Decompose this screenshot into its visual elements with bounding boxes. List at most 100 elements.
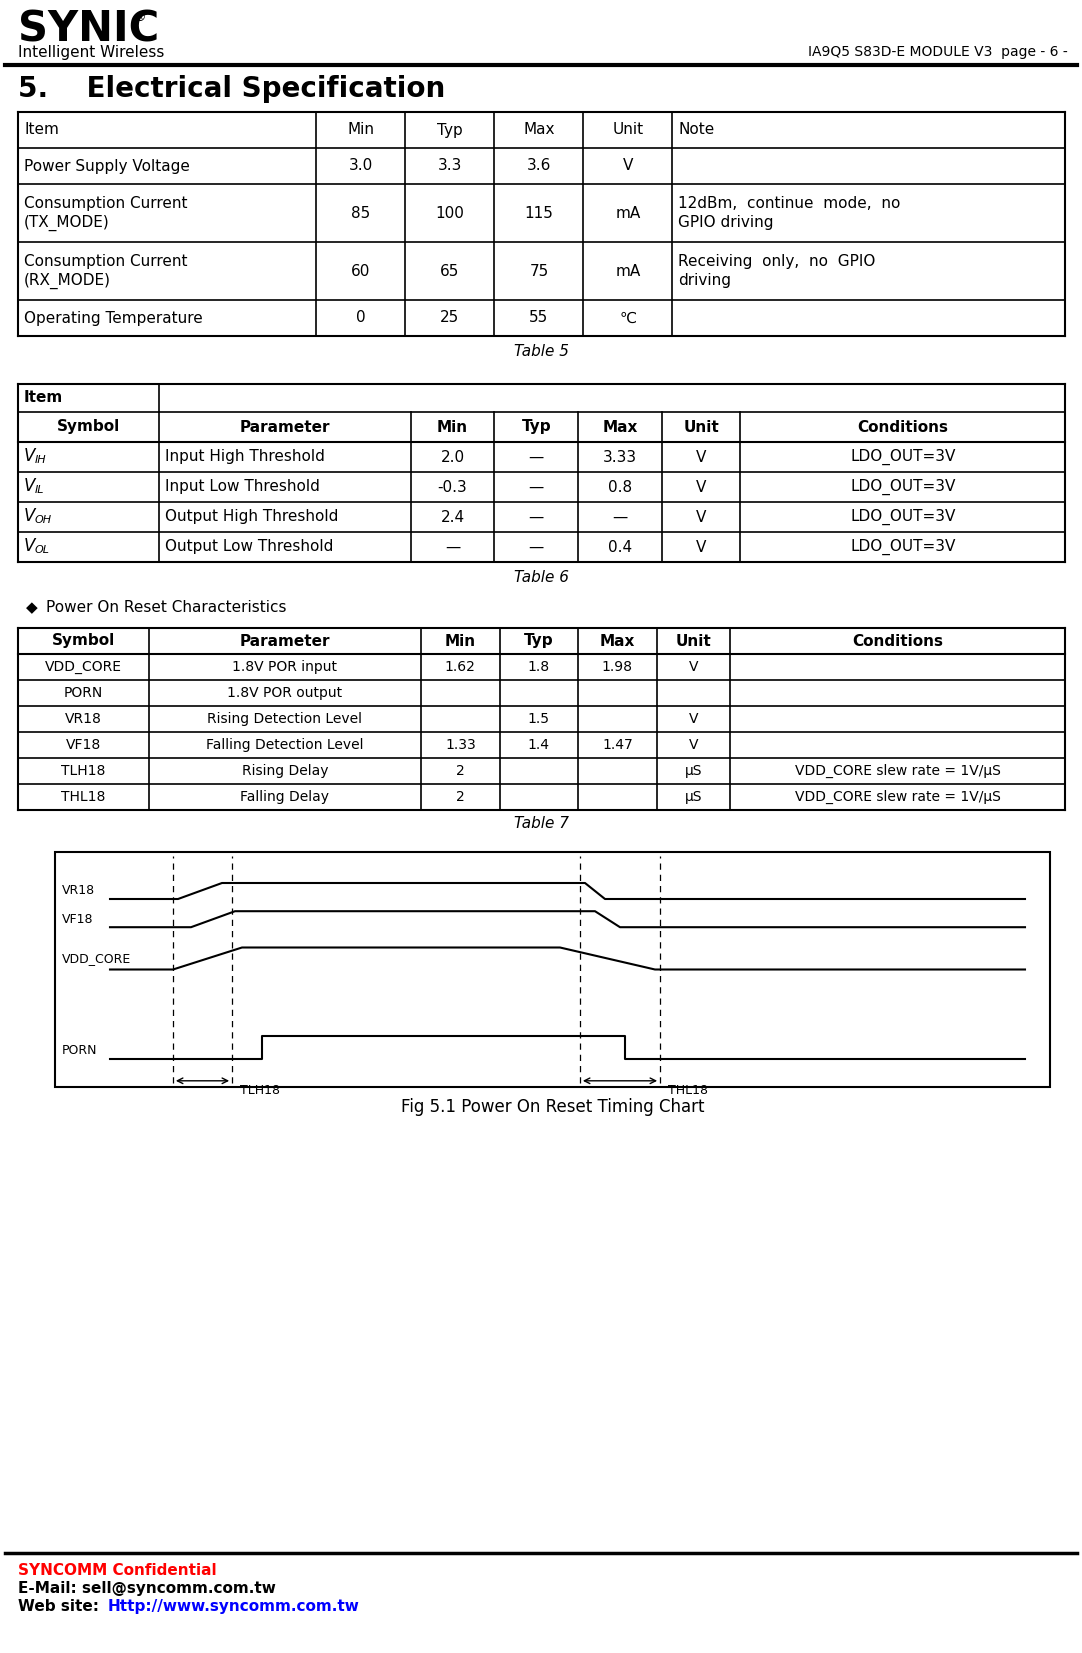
Text: Max: Max <box>523 122 555 137</box>
Text: Intelligent Wireless: Intelligent Wireless <box>18 45 164 60</box>
Text: V: V <box>24 537 36 555</box>
Text: VDD_CORE: VDD_CORE <box>45 660 122 674</box>
Text: V: V <box>696 479 707 494</box>
Text: Consumption Current: Consumption Current <box>24 195 187 210</box>
Text: 2.0: 2.0 <box>440 450 464 464</box>
Text: Input Low Threshold: Input Low Threshold <box>166 479 320 494</box>
Text: TLH18: TLH18 <box>240 1084 280 1098</box>
Text: V: V <box>688 660 698 674</box>
Text: driving: driving <box>678 273 731 288</box>
Text: Max: Max <box>599 633 635 648</box>
Text: Symbol: Symbol <box>52 633 115 648</box>
Text: Receiving  only,  no  GPIO: Receiving only, no GPIO <box>678 253 875 269</box>
Text: E-Mail: sell@syncomm.com.tw: E-Mail: sell@syncomm.com.tw <box>18 1580 276 1597</box>
Text: 1.98: 1.98 <box>602 660 633 674</box>
Text: Output Low Threshold: Output Low Threshold <box>166 539 333 554</box>
Text: Operating Temperature: Operating Temperature <box>24 311 202 326</box>
Text: SYNCOMM Confidential: SYNCOMM Confidential <box>18 1564 216 1579</box>
Text: GPIO driving: GPIO driving <box>678 215 774 230</box>
Text: Typ: Typ <box>522 420 551 435</box>
Text: 12dBm,  continue  mode,  no: 12dBm, continue mode, no <box>678 195 900 210</box>
Text: Rising Detection Level: Rising Detection Level <box>208 712 362 726</box>
Text: Typ: Typ <box>437 122 463 137</box>
Text: 0.4: 0.4 <box>608 539 632 554</box>
Text: OH: OH <box>35 516 52 526</box>
Text: 3.6: 3.6 <box>527 159 551 174</box>
Text: SYNIC: SYNIC <box>18 8 159 50</box>
Text: Output High Threshold: Output High Threshold <box>166 509 339 524</box>
Text: VF18: VF18 <box>62 912 93 926</box>
Text: VDD_CORE slew rate = 1V/µS: VDD_CORE slew rate = 1V/µS <box>794 764 1001 779</box>
Text: 1.33: 1.33 <box>445 737 476 752</box>
Text: 1.8V POR input: 1.8V POR input <box>233 660 338 674</box>
Text: ®: ® <box>133 12 145 25</box>
Text: —: — <box>445 539 460 554</box>
Text: —: — <box>612 509 628 524</box>
Text: 75: 75 <box>529 263 549 278</box>
Text: 25: 25 <box>440 311 460 326</box>
Text: Min: Min <box>445 633 476 648</box>
Text: Max: Max <box>603 420 637 435</box>
Text: 1.62: 1.62 <box>445 660 476 674</box>
Text: VF18: VF18 <box>66 737 101 752</box>
Text: Parameter: Parameter <box>240 633 330 648</box>
Text: Conditions: Conditions <box>857 420 948 435</box>
Text: 1.47: 1.47 <box>602 737 633 752</box>
Text: LDO_OUT=3V: LDO_OUT=3V <box>850 479 955 496</box>
Text: V: V <box>24 478 36 494</box>
Text: 115: 115 <box>525 205 553 220</box>
Text: LDO_OUT=3V: LDO_OUT=3V <box>850 450 955 464</box>
Text: THL18: THL18 <box>62 790 106 803</box>
Text: 1.8: 1.8 <box>528 660 550 674</box>
Text: Unit: Unit <box>675 633 711 648</box>
Text: V: V <box>696 450 707 464</box>
Text: Conditions: Conditions <box>852 633 944 648</box>
Text: Fig 5.1 Power On Reset Timing Chart: Fig 5.1 Power On Reset Timing Chart <box>400 1098 704 1116</box>
Text: 3.3: 3.3 <box>438 159 462 174</box>
Text: OL: OL <box>35 545 50 555</box>
Text: LDO_OUT=3V: LDO_OUT=3V <box>850 539 955 555</box>
Text: Rising Delay: Rising Delay <box>241 764 328 779</box>
Text: 65: 65 <box>440 263 460 278</box>
Text: IA9Q5 S83D-E MODULE V3  page - 6 -: IA9Q5 S83D-E MODULE V3 page - 6 - <box>808 45 1068 60</box>
Text: Input High Threshold: Input High Threshold <box>166 450 326 464</box>
Text: 85: 85 <box>352 205 370 220</box>
Text: Note: Note <box>678 122 714 137</box>
Text: VDD_CORE: VDD_CORE <box>62 952 131 965</box>
Text: Min: Min <box>347 122 374 137</box>
Text: µS: µS <box>685 764 702 779</box>
Text: 100: 100 <box>435 205 464 220</box>
Text: Item: Item <box>24 390 63 405</box>
Text: VR18: VR18 <box>62 884 95 898</box>
Text: V: V <box>24 507 36 526</box>
Text: Unit: Unit <box>684 420 720 435</box>
Text: Table 7: Table 7 <box>514 817 569 831</box>
Text: Power Supply Voltage: Power Supply Voltage <box>24 159 189 174</box>
Text: TLH18: TLH18 <box>62 764 106 779</box>
Text: 2.4: 2.4 <box>440 509 464 524</box>
Text: PORN: PORN <box>62 1045 97 1058</box>
Text: —: — <box>529 450 544 464</box>
Text: Web site:: Web site: <box>18 1598 104 1613</box>
Text: Table 6: Table 6 <box>514 570 569 585</box>
Text: —: — <box>529 539 544 554</box>
Text: Symbol: Symbol <box>57 420 120 435</box>
Text: Min: Min <box>437 420 469 435</box>
Bar <box>55 851 1050 1088</box>
Text: V: V <box>696 509 707 524</box>
Text: 0.8: 0.8 <box>608 479 632 494</box>
Text: PORN: PORN <box>64 686 103 699</box>
Text: Unit: Unit <box>612 122 644 137</box>
Text: Falling Delay: Falling Delay <box>240 790 330 803</box>
Text: 3.33: 3.33 <box>603 450 637 464</box>
Text: Power On Reset Characteristics: Power On Reset Characteristics <box>47 600 287 615</box>
Text: 2: 2 <box>456 790 465 803</box>
Text: —: — <box>529 509 544 524</box>
Text: V: V <box>696 539 707 554</box>
Text: mA: mA <box>616 205 641 220</box>
Text: mA: mA <box>616 263 641 278</box>
Text: V: V <box>688 737 698 752</box>
Text: 60: 60 <box>352 263 370 278</box>
Text: VDD_CORE slew rate = 1V/µS: VDD_CORE slew rate = 1V/µS <box>794 790 1001 803</box>
Text: V: V <box>622 159 633 174</box>
